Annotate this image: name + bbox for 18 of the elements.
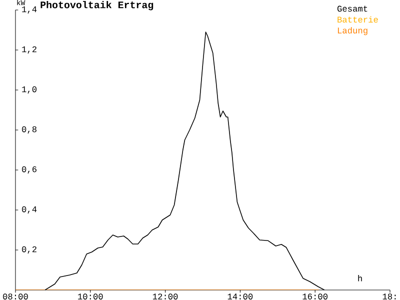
x-axis-title: h	[358, 275, 362, 282]
text: Ladung	[338, 27, 368, 36]
x-tick-label: 18:	[382, 294, 396, 300]
chart-title: Photovoltaik Ertrag	[40, 0, 154, 10]
x-tick-label: 14:00	[228, 294, 253, 300]
x-tick-label: 16:00	[302, 294, 328, 300]
x-tick-label: 10:00	[78, 294, 103, 300]
x-tick-label: 12:00	[152, 294, 178, 300]
y-tick-label: 0,4	[22, 206, 37, 214]
text: Gesamt	[337, 6, 368, 12]
y-tick-label: 0,2	[22, 246, 36, 254]
y-tick-label: 1,0	[22, 86, 36, 94]
y-tick-label: 0,8	[22, 126, 36, 134]
y-tick-label: 0,6	[22, 166, 36, 174]
legend-label: Batterie	[338, 16, 378, 23]
y-tick-label: 1,2	[22, 46, 36, 54]
y-tick-label: 1,4	[22, 6, 37, 14]
x-tick-label: 08:00	[3, 294, 28, 300]
